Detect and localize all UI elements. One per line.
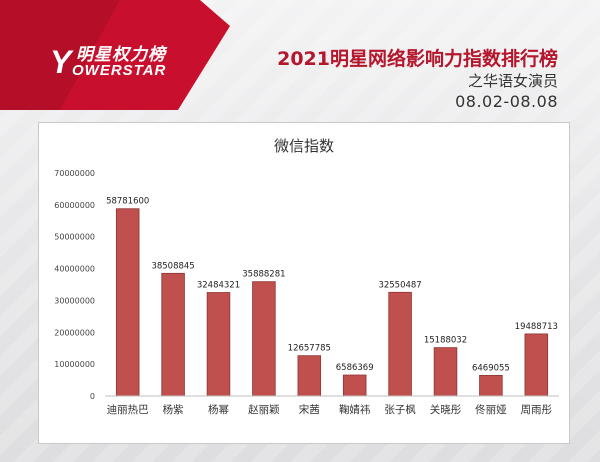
bar-value-label: 58781600 bbox=[106, 197, 149, 207]
logo-brand-cn: 明星权力榜 bbox=[76, 45, 166, 65]
x-tick-label: 鞠婧祎 bbox=[339, 403, 371, 416]
brand-logo: Y 明星权力榜 OWERSTAR bbox=[0, 0, 230, 110]
y-tick-label: 60000000 bbox=[54, 201, 95, 210]
bar bbox=[161, 272, 185, 397]
bar-value-label: 15188032 bbox=[424, 336, 467, 346]
bar-value-label: 35888281 bbox=[242, 270, 285, 280]
x-tick-label: 赵丽颖 bbox=[248, 403, 280, 416]
bar-value-label: 6586369 bbox=[336, 363, 374, 373]
y-tick-label: 30000000 bbox=[54, 296, 95, 305]
x-tick-label: 杨幂 bbox=[208, 403, 229, 416]
bar bbox=[479, 374, 503, 397]
x-tick-label: 张子枫 bbox=[384, 403, 416, 416]
chart-title: 微信指数 bbox=[274, 137, 334, 155]
bar-value-label: 32484321 bbox=[197, 281, 240, 291]
x-tick-label: 周雨彤 bbox=[521, 404, 553, 416]
bar-value-label: 19488713 bbox=[515, 322, 558, 332]
x-tick-label: 佟丽娅 bbox=[475, 403, 507, 416]
bar bbox=[388, 291, 412, 397]
x-tick-label: 关晓彤 bbox=[430, 403, 462, 416]
y-tick-label: 10000000 bbox=[54, 360, 95, 369]
page-title: 2021明星网络影响力指数排行榜 bbox=[277, 48, 558, 70]
x-tick-label: 迪丽热巴 bbox=[107, 403, 149, 416]
bar-value-label: 38508845 bbox=[151, 261, 194, 271]
logo-red-shade bbox=[0, 0, 120, 110]
logo-mark: Y bbox=[50, 44, 72, 80]
bar bbox=[297, 355, 322, 397]
logo-banner-shape bbox=[0, 0, 230, 110]
bar-value-label: 6469055 bbox=[472, 363, 510, 373]
page-subtitle: 之华语女演员 bbox=[467, 72, 558, 90]
y-tick-label: 70000000 bbox=[54, 169, 95, 178]
bar-chart: 微信指数 0 10000000 20000000 30000000 40000000 50… bbox=[54, 137, 559, 416]
y-tick-label: 50000000 bbox=[54, 233, 95, 242]
y-axis: 0 10000000 20000000 30000000 40000000 5000000… bbox=[54, 169, 95, 401]
bar bbox=[433, 347, 458, 397]
date-range: 08.02-08.08 bbox=[455, 92, 558, 111]
bar bbox=[342, 374, 367, 397]
bar bbox=[206, 292, 231, 397]
x-tick-label: 杨紫 bbox=[163, 403, 184, 416]
bar bbox=[252, 281, 276, 397]
logo-brand-en: OWERSTAR bbox=[72, 62, 167, 79]
bar-value-label: 32550487 bbox=[378, 280, 421, 290]
x-tick-label: 宋茜 bbox=[299, 403, 320, 416]
bar bbox=[115, 208, 140, 397]
bar bbox=[524, 333, 549, 397]
x-axis: 迪丽热巴 杨紫 杨幂 赵丽颖 宋茜 鞠婧祎 张子枫 关晓彤 佟丽娅 周雨彤 bbox=[105, 395, 559, 416]
y-tick-label: 20000000 bbox=[54, 328, 95, 337]
y-tick-label: 0 bbox=[90, 392, 95, 401]
chart-card: 微信指数 0 10000000 20000000 30000000 40000000 50… bbox=[38, 122, 570, 444]
bar-value-label: 12657785 bbox=[288, 344, 331, 354]
y-tick-label: 40000000 bbox=[54, 265, 95, 274]
